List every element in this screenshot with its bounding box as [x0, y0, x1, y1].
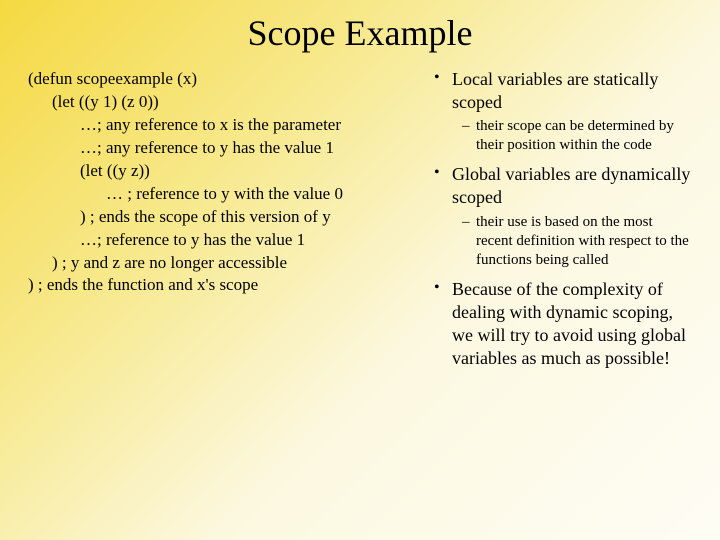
dash-icon: –: [462, 117, 476, 155]
slide: Scope Example (defun scopeexample (x) (l…: [0, 0, 720, 540]
bullet-sub-text: their scope can be determined by their p…: [476, 117, 692, 155]
bullet-text: Global variables are dynamically scoped: [452, 163, 692, 209]
code-line: ) ; y and z are no longer accessible: [28, 252, 426, 275]
code-line: …; reference to y has the value 1: [28, 229, 426, 252]
code-line: … ; reference to y with the value 0: [28, 183, 426, 206]
bullet-dot-icon: •: [434, 68, 452, 114]
bullet-text: Because of the complexity of dealing wit…: [452, 278, 692, 370]
bullet-list: • Local variables are statically scoped …: [434, 68, 692, 373]
bullet-dot-icon: •: [434, 163, 452, 209]
code-line: …; any reference to x is the parameter: [28, 114, 426, 137]
code-line: ) ; ends the function and x's scope: [28, 274, 426, 297]
bullet-sub-text: their use is based on the most recent de…: [476, 213, 692, 271]
bullet-item: • Because of the complexity of dealing w…: [434, 278, 692, 370]
dash-icon: –: [462, 213, 476, 271]
code-line: (let ((y 1) (z 0)): [28, 91, 426, 114]
bullet-sub-item: – their scope can be determined by their…: [462, 117, 692, 155]
code-block: (defun scopeexample (x) (let ((y 1) (z 0…: [28, 68, 426, 373]
bullet-text: Local variables are statically scoped: [452, 68, 692, 114]
content-area: (defun scopeexample (x) (let ((y 1) (z 0…: [28, 68, 692, 373]
bullet-item: • Local variables are statically scoped: [434, 68, 692, 114]
bullet-dot-icon: •: [434, 278, 452, 370]
bullet-item: • Global variables are dynamically scope…: [434, 163, 692, 209]
code-line: ) ; ends the scope of this version of y: [28, 206, 426, 229]
code-line: …; any reference to y has the value 1: [28, 137, 426, 160]
code-line: (defun scopeexample (x): [28, 68, 426, 91]
code-line: (let ((y z)): [28, 160, 426, 183]
bullet-sub-item: – their use is based on the most recent …: [462, 213, 692, 271]
slide-title: Scope Example: [28, 12, 692, 54]
